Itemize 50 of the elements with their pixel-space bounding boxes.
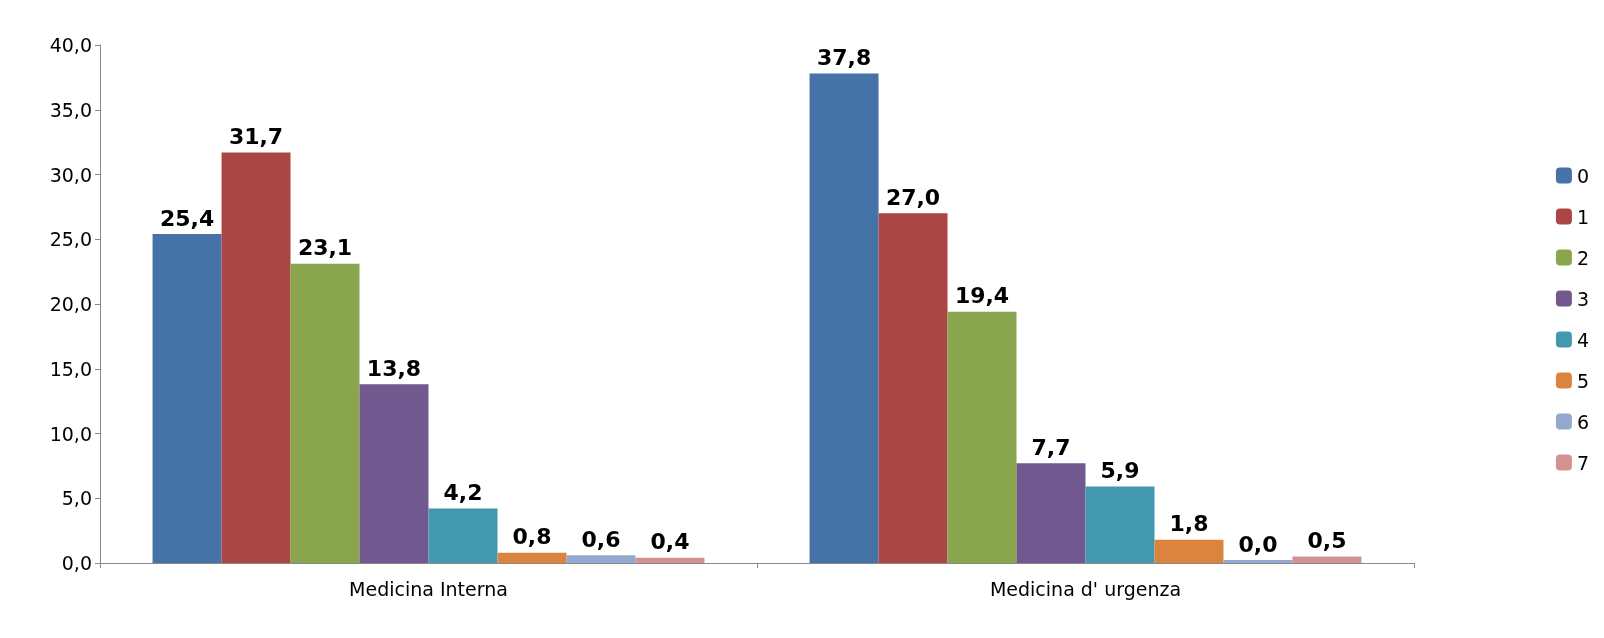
bar [428, 508, 498, 563]
data-label: 37,8 [816, 44, 872, 70]
data-label: 13,8 [366, 355, 422, 381]
bar [1154, 539, 1224, 563]
y-tick-label: 5,0 [61, 487, 92, 510]
data-label: 4,2 [443, 480, 483, 506]
data-label: 0,0 [1238, 531, 1278, 557]
data-label: 27,0 [885, 184, 941, 210]
data-label: 0,5 [1307, 528, 1347, 554]
y-tick-label: 10,0 [49, 422, 92, 445]
x-tick-label: Medicina Interna [349, 577, 508, 600]
legend-label: 5 [1576, 369, 1590, 392]
legend-label: 1 [1576, 205, 1590, 228]
bar [359, 384, 429, 563]
y-tick-label: 30,0 [49, 163, 92, 186]
data-label: 7,7 [1031, 434, 1071, 460]
data-label: 0,8 [512, 524, 552, 550]
y-tick-label: 35,0 [49, 98, 92, 121]
bar [947, 311, 1017, 563]
bar [566, 555, 636, 563]
bar [1085, 486, 1155, 563]
legend-label: 3 [1576, 287, 1590, 310]
y-tick-label: 40,0 [49, 34, 92, 56]
y-tick-label: 0,0 [61, 552, 92, 574]
legend-label: 2 [1576, 246, 1590, 269]
bar [497, 552, 567, 563]
bar [1292, 556, 1362, 563]
bar [809, 73, 879, 563]
bar [152, 234, 222, 563]
legend-label: 4 [1576, 328, 1590, 351]
y-tick-label: 20,0 [49, 293, 92, 315]
y-tick-label: 25,0 [49, 228, 92, 251]
bar [1016, 463, 1086, 563]
bar [878, 213, 948, 563]
data-label: 25,4 [159, 205, 215, 231]
data-label: 0,4 [650, 529, 690, 555]
data-label: 19,4 [954, 283, 1010, 309]
legend-label: 0 [1576, 164, 1590, 187]
bar [221, 152, 291, 563]
bar [290, 263, 360, 563]
data-label: 0,6 [581, 526, 621, 552]
data-label: 31,7 [228, 123, 284, 149]
legend-label: 6 [1576, 410, 1590, 433]
x-tick-label: Medicina d' urgenza [989, 577, 1182, 600]
data-label: 5,9 [1100, 458, 1140, 484]
data-label: 1,8 [1169, 511, 1209, 537]
y-tick-label: 15,0 [49, 357, 92, 380]
legend-label: 7 [1576, 451, 1590, 474]
bar [635, 557, 705, 563]
data-label: 23,1 [297, 235, 353, 261]
